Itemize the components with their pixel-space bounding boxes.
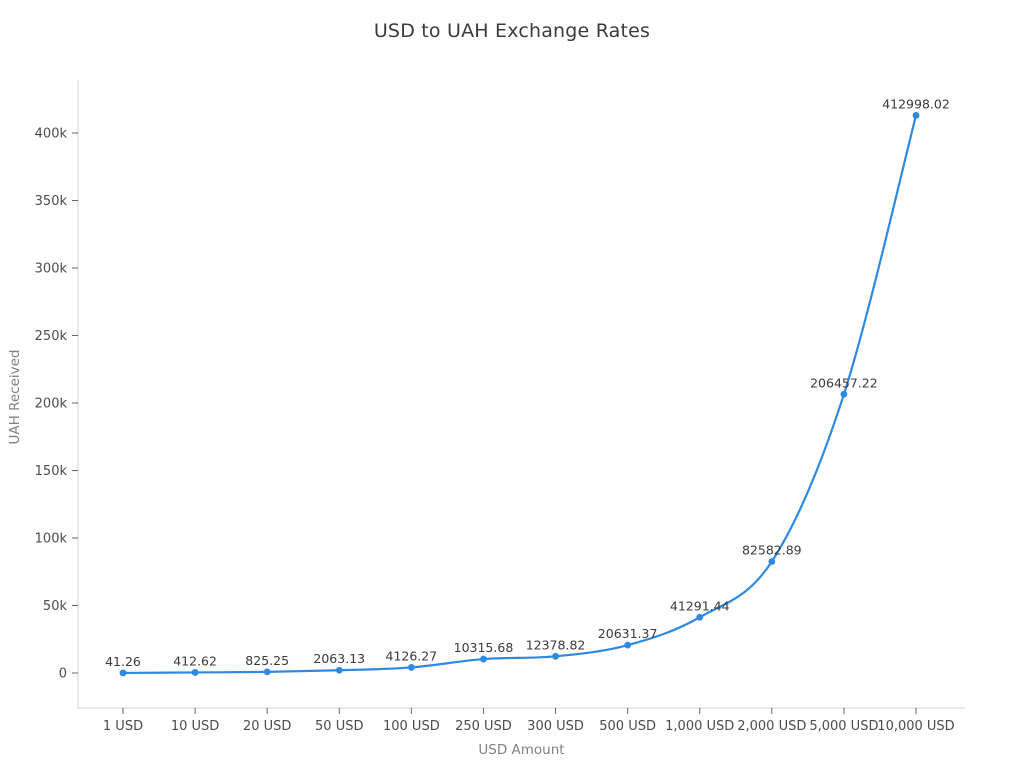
data-point-label: 41.26 <box>105 654 141 669</box>
x-tick-label: 10 USD <box>171 719 219 734</box>
y-tick-label: 300k <box>35 262 68 277</box>
x-tick-label: 250 USD <box>455 719 512 734</box>
data-point-label: 2063.13 <box>313 651 365 666</box>
data-point-label: 412.62 <box>173 653 217 668</box>
x-tick-label: 50 USD <box>315 719 363 734</box>
data-point-marker[interactable] <box>624 641 632 649</box>
x-tick-label: 10,000 USD <box>877 719 954 734</box>
x-tick-label: 300 USD <box>527 719 584 734</box>
data-point-marker[interactable] <box>119 669 127 677</box>
data-point-label: 825.25 <box>245 653 289 668</box>
data-point-label: 4126.27 <box>386 648 438 663</box>
data-point-marker[interactable] <box>552 652 559 660</box>
data-point-marker[interactable] <box>191 669 199 676</box>
data-point-label: 10315.68 <box>454 640 514 655</box>
y-tick-label: 250k <box>35 329 68 344</box>
data-point-marker[interactable] <box>335 666 343 674</box>
data-point-marker[interactable] <box>263 668 271 676</box>
x-tick-label: 500 USD <box>599 719 656 734</box>
data-point-marker[interactable] <box>407 664 415 671</box>
chart-title: USD to UAH Exchange Rates <box>373 20 651 42</box>
x-axis-title: USD Amount <box>478 742 565 758</box>
trend-line <box>121 114 918 675</box>
data-point-marker[interactable] <box>696 613 704 621</box>
y-tick-label: 350k <box>35 194 68 209</box>
y-tick-label: 100k <box>35 532 68 547</box>
data-point-label: 412998.02 <box>882 96 950 111</box>
y-tick-label: 150k <box>35 464 68 479</box>
y-tick-label: 200k <box>35 397 68 412</box>
y-tick-label: 50k <box>43 599 68 614</box>
x-tick-label: 2,000 USD <box>737 719 806 734</box>
data-point-marker[interactable] <box>768 558 776 565</box>
y-tick-label: 0 <box>59 667 67 682</box>
x-tick-label: 20 USD <box>243 719 291 734</box>
data-point-marker[interactable] <box>480 655 487 663</box>
y-tick-label: 400k <box>35 127 68 142</box>
x-tick-label: 1 USD <box>103 719 143 734</box>
x-tick-label: 100 USD <box>383 719 440 734</box>
data-point-label: 206457.22 <box>810 375 878 390</box>
data-point-marker[interactable] <box>912 112 920 119</box>
x-tick-label: 1,000 USD <box>665 719 734 734</box>
data-point-label: 12378.82 <box>526 637 586 652</box>
data-point-marker[interactable] <box>840 390 848 398</box>
data-point-label: 82582.89 <box>742 543 802 558</box>
y-axis-title: UAH Received <box>7 349 23 445</box>
x-tick-label: 5,000 USD <box>809 719 878 734</box>
data-point-label: 41291.44 <box>670 598 730 613</box>
data-point-label: 20631.37 <box>598 626 658 641</box>
